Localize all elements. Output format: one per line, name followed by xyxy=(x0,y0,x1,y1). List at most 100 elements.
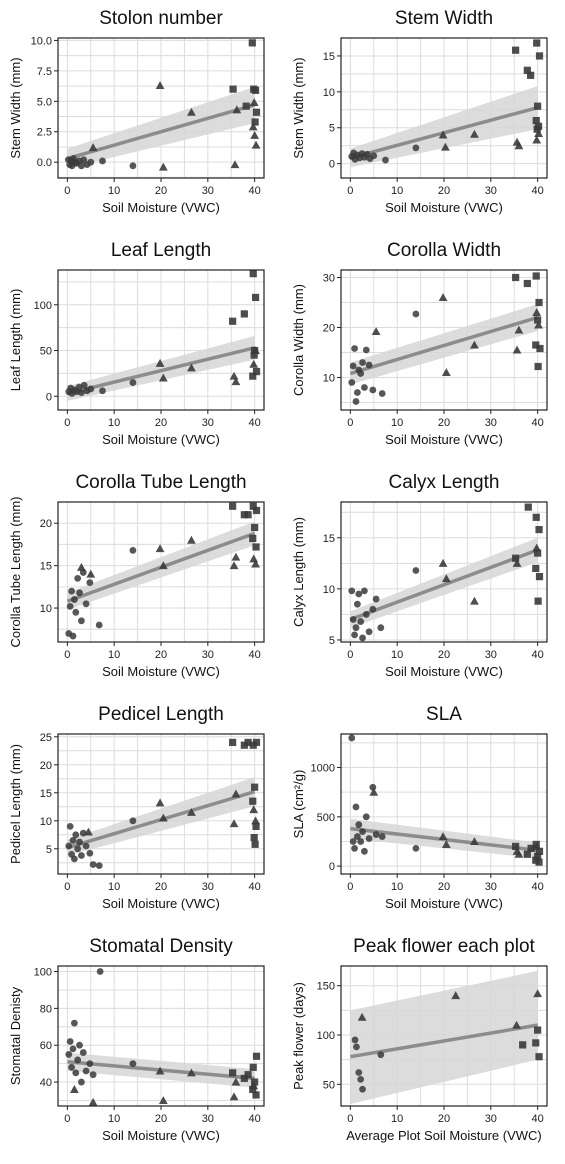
data-point-square xyxy=(252,738,261,746)
chart-svg: Corolla Tube Length 0 10 20 30 40 10 15 20 Soil M… xyxy=(8,472,265,679)
x-tick-label: 40 xyxy=(532,649,544,661)
data-point-square xyxy=(512,842,520,850)
data-point-circle xyxy=(382,156,389,164)
data-point-triangle xyxy=(369,787,379,796)
x-tick-label: 10 xyxy=(108,1113,120,1125)
data-point-square xyxy=(534,597,542,605)
chart-panel: Stem Width 0 10 20 30 40 0 5 10 15 Soil Moisture (… xyxy=(283,0,565,232)
y-axis-label: Corolla Width (mm) xyxy=(291,284,306,396)
data-point-circle xyxy=(129,162,137,170)
data-point-circle xyxy=(72,1069,80,1077)
data-point-circle xyxy=(351,1036,359,1044)
x-tick-label: 0 xyxy=(64,1113,70,1125)
chart-svg: SLA 0 10 20 30 40 0 500 1000 Soil Moisture (VWC) S… xyxy=(291,704,548,911)
x-tick-label: 40 xyxy=(532,881,544,893)
chart-svg: Leaf Length 0 10 20 30 40 0 50 100 Soil Moisture … xyxy=(8,240,265,447)
x-tick-label: 30 xyxy=(485,417,497,429)
data-point-circle xyxy=(353,833,361,840)
y-tick-label: 0.0 xyxy=(37,157,52,169)
data-point-triangle xyxy=(84,827,93,836)
data-point-triangle xyxy=(438,293,448,302)
data-point-square xyxy=(527,71,535,79)
data-point-square xyxy=(532,116,540,125)
data-point-circle xyxy=(78,852,85,859)
data-point-triangle xyxy=(470,340,479,349)
data-point-circle xyxy=(96,968,104,975)
data-point-circle xyxy=(357,618,365,625)
chart-title: Stem Width xyxy=(395,8,493,29)
data-point-triangle xyxy=(187,535,196,544)
data-point-circle xyxy=(348,379,356,386)
data-point-triangle xyxy=(512,1020,521,1029)
chart-panel: Stomatal Density 0 10 20 30 40 40 60 80 100 Soil M… xyxy=(0,928,282,1160)
data-point-circle xyxy=(357,1075,365,1083)
data-point-square xyxy=(252,1091,260,1099)
chart-title: Corolla Width xyxy=(387,240,501,261)
data-point-square xyxy=(229,317,237,325)
regression-line xyxy=(349,315,539,376)
data-point-triangle xyxy=(251,140,261,149)
data-point-circle xyxy=(412,310,420,318)
data-point-triangle xyxy=(514,141,524,150)
plot-layer xyxy=(65,270,261,401)
data-point-circle xyxy=(349,362,357,370)
x-axis-label: Soil Moisture (VWC) xyxy=(102,896,220,911)
x-tick-label: 20 xyxy=(155,417,167,429)
y-tick-label: 500 xyxy=(317,812,335,824)
data-point-triangle xyxy=(158,162,168,171)
data-point-circle xyxy=(66,823,74,830)
data-point-square xyxy=(252,367,261,376)
y-axis-label: Leaf Length (mm) xyxy=(8,289,23,392)
data-point-circle xyxy=(74,574,82,582)
chart-panel: Pedicel Length 0 10 20 30 40 5 10 15 20 25 Soil Moi… xyxy=(0,696,282,928)
data-point-triangle xyxy=(441,840,451,848)
data-point-circle xyxy=(95,621,103,629)
chart-title: Stomatal Density xyxy=(89,936,233,957)
data-point-circle xyxy=(69,632,77,640)
data-point-triangle xyxy=(470,129,479,138)
data-point-circle xyxy=(349,838,357,845)
x-tick-label: 20 xyxy=(155,185,167,197)
data-point-triangle xyxy=(514,325,524,334)
x-tick-label: 20 xyxy=(438,185,450,197)
confidence-band xyxy=(67,86,255,169)
data-point-circle xyxy=(359,359,366,366)
data-point-circle xyxy=(80,381,88,389)
data-point-circle xyxy=(76,1041,83,1049)
data-point-square xyxy=(523,279,531,288)
data-point-square xyxy=(252,543,260,551)
y-tick-label: 20 xyxy=(40,760,52,772)
data-point-circle xyxy=(99,157,106,165)
data-point-circle xyxy=(369,386,377,394)
x-axis-label: Soil Moisture (VWC) xyxy=(385,200,503,215)
data-point-circle xyxy=(75,383,83,391)
data-point-circle xyxy=(348,734,356,742)
data-point-circle xyxy=(353,389,361,396)
data-point-square xyxy=(249,797,257,805)
data-point-circle xyxy=(370,152,378,160)
data-point-square xyxy=(523,850,531,858)
x-tick-label: 30 xyxy=(202,1113,214,1125)
x-tick-label: 40 xyxy=(532,417,544,429)
chart-title: Calyx Length xyxy=(389,472,500,493)
x-tick-label: 0 xyxy=(347,185,353,197)
data-point-square xyxy=(251,293,260,302)
x-tick-label: 30 xyxy=(202,881,214,893)
data-point-circle xyxy=(365,628,373,636)
data-point-square xyxy=(535,52,544,60)
chart-panel: Leaf Length 0 10 20 30 40 0 50 100 Soil Moisture … xyxy=(0,232,282,464)
data-point-circle xyxy=(82,1067,90,1075)
data-point-triangle xyxy=(512,345,522,354)
data-point-triangle xyxy=(230,160,240,169)
data-point-circle xyxy=(76,838,83,846)
x-tick-label: 30 xyxy=(485,185,497,197)
y-axis-label: Stem Width (mm) xyxy=(291,57,306,158)
data-point-square xyxy=(535,298,543,307)
data-point-square xyxy=(249,270,257,278)
data-point-circle xyxy=(353,1043,360,1051)
x-tick-label: 10 xyxy=(391,881,403,893)
confidence-band xyxy=(67,777,255,856)
data-point-triangle xyxy=(155,1066,165,1075)
data-point-triangle xyxy=(534,320,543,329)
data-point-triangle xyxy=(231,1077,241,1086)
